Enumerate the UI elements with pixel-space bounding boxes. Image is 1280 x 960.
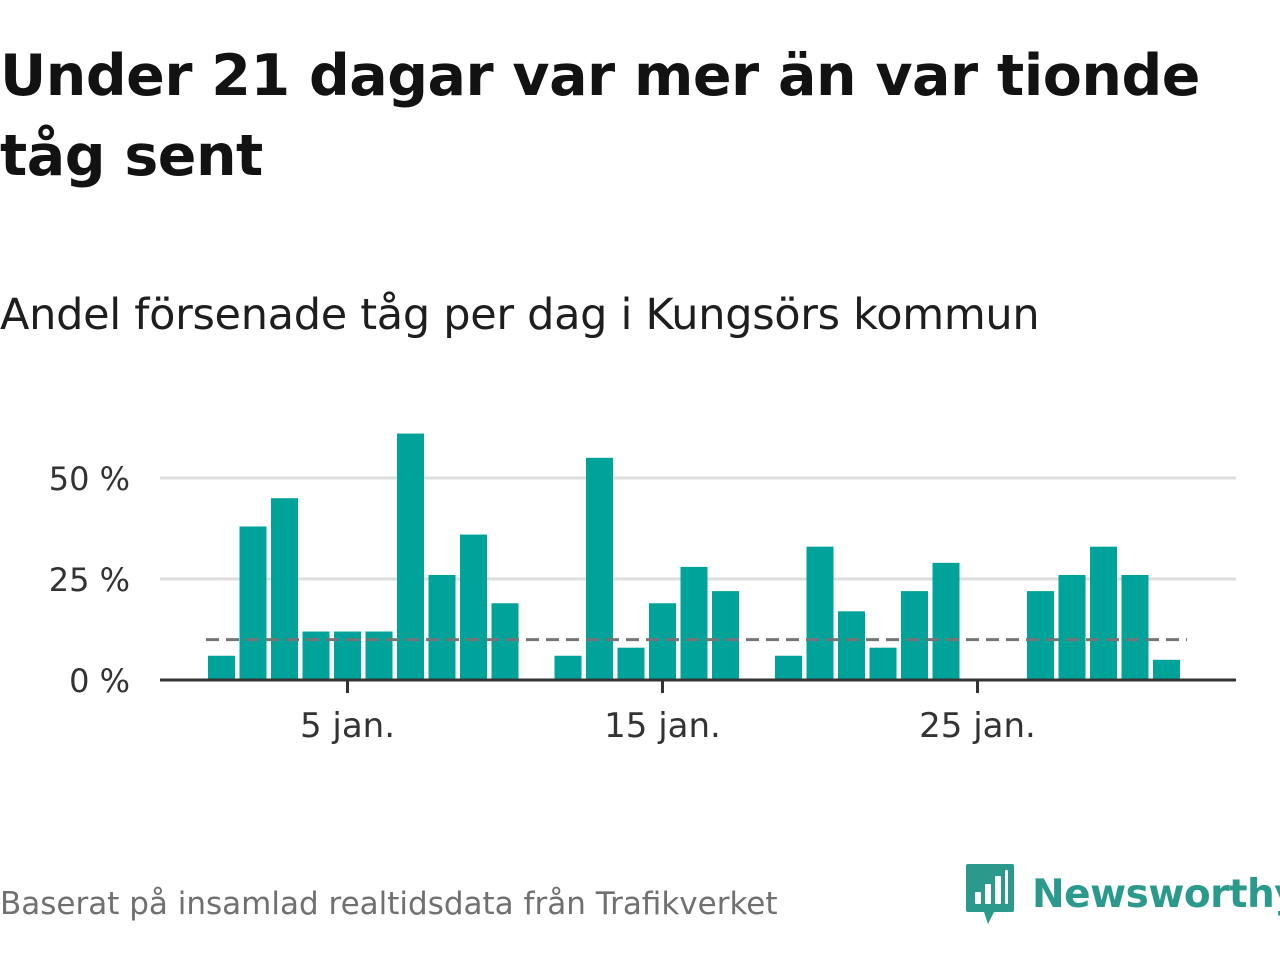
bar xyxy=(775,655,802,680)
bar xyxy=(1027,591,1054,680)
bar xyxy=(1058,574,1086,680)
bar xyxy=(428,574,456,680)
newsworthy-logo-icon xyxy=(966,864,1014,924)
bar-chart: 0 % 25 % 50 % 5 jan. 15 jan. 25 jan. xyxy=(49,433,1236,746)
chart-subtitle: Andel försenade tåg per dag i Kungsörs k… xyxy=(0,290,1040,340)
bar xyxy=(869,647,897,680)
bar xyxy=(649,603,676,680)
gridlines xyxy=(160,476,1236,581)
source-note: Baserat på insamlad realtidsdata från Tr… xyxy=(0,886,778,922)
x-tick-label: 15 jan. xyxy=(604,706,721,746)
bar xyxy=(680,566,708,680)
bar xyxy=(397,433,424,680)
bar xyxy=(460,534,487,680)
bar xyxy=(806,546,834,680)
y-axis-ticks: 0 % 25 % 50 % xyxy=(49,460,130,700)
bar xyxy=(712,591,739,680)
bar xyxy=(586,457,613,680)
bar xyxy=(1121,574,1149,680)
brand-logo: Newsworthy xyxy=(964,862,1280,926)
bar xyxy=(838,611,865,680)
x-tick-label: 5 jan. xyxy=(300,706,395,746)
bar xyxy=(271,498,298,680)
bar xyxy=(208,655,235,680)
x-axis-ticks: 5 jan. 15 jan. 25 jan. xyxy=(300,680,1036,746)
bar xyxy=(617,647,645,680)
bar xyxy=(932,562,960,680)
brand-name: Newsworthy xyxy=(1032,871,1280,917)
y-tick-label: 50 % xyxy=(49,460,130,498)
bar xyxy=(554,655,582,680)
y-tick-label: 0 % xyxy=(69,662,130,700)
y-tick-label: 25 % xyxy=(49,561,130,599)
chart-title: Under 21 dagar var mer än var tionde tåg… xyxy=(0,43,1200,189)
bar xyxy=(1153,659,1180,680)
bar xyxy=(1090,546,1117,680)
bar xyxy=(901,591,928,680)
x-tick-label: 25 jan. xyxy=(919,706,1036,746)
bar xyxy=(239,526,267,680)
bar xyxy=(491,603,519,680)
bars xyxy=(208,433,1180,680)
